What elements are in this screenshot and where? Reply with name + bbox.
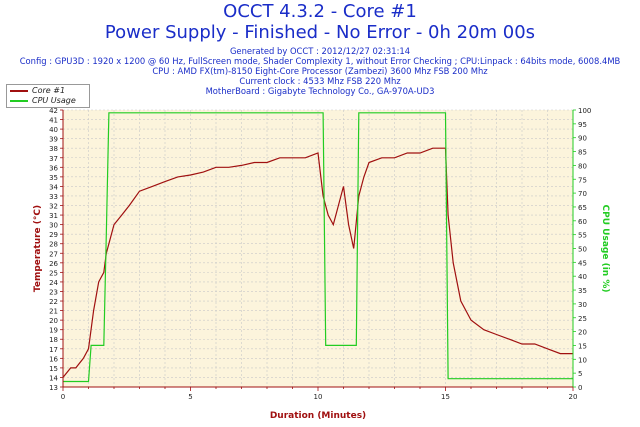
tick-label-left: 40 — [49, 126, 58, 134]
tick-label-right: 75 — [578, 176, 587, 184]
tick-label-left: 26 — [49, 260, 58, 268]
y-axis-label-left: Temperature (°C) — [33, 205, 43, 292]
tick-label-right: 0 — [578, 384, 582, 392]
tick-label-left: 29 — [49, 231, 58, 239]
tick-label-left: 27 — [49, 250, 58, 258]
tick-label-left: 17 — [49, 346, 58, 354]
series-line-core — [62, 147, 573, 378]
tick-label-right: 65 — [578, 204, 587, 212]
tick-label-bottom: 15 — [441, 393, 450, 401]
tick-label-left: 14 — [49, 374, 58, 382]
info-generated: Generated by OCCT : 2012/12/27 02:31:14 — [229, 46, 411, 56]
tick-label-left: 39 — [49, 136, 58, 144]
tick-label-right: 95 — [578, 121, 587, 129]
legend: Core #1 CPU Usage — [6, 84, 90, 108]
tick-label-left: 28 — [49, 241, 58, 249]
tick-label-right: 80 — [578, 162, 587, 170]
tick-label-right: 15 — [578, 342, 587, 350]
tick-label-right: 5 — [578, 370, 582, 378]
chart-subtitle: Power Supply - Finished - No Error - 0h … — [104, 22, 536, 43]
tick-label-right: 25 — [578, 315, 587, 323]
tick-label-left: 41 — [49, 117, 58, 125]
tick-label-left: 23 — [49, 288, 58, 296]
tick-label-right: 35 — [578, 287, 587, 295]
tick-label-left: 25 — [49, 269, 58, 277]
info-clock: Current clock : 4533 Mhz FSB 220 Mhz — [239, 76, 401, 86]
tick-label-left: 33 — [49, 193, 58, 201]
tick-label-left: 22 — [49, 298, 58, 306]
tick-label-left: 30 — [49, 222, 58, 230]
tick-label-right: 85 — [578, 149, 587, 157]
tick-label-left: 24 — [49, 279, 58, 287]
tick-label-left: 37 — [49, 155, 58, 163]
tick-label-left: 19 — [49, 327, 58, 335]
info-config: Config : GPU3D : 1920 x 1200 @ 60 Hz, Fu… — [19, 56, 621, 66]
legend-item-cpu: CPU Usage — [10, 96, 76, 106]
tick-label-right: 10 — [578, 356, 587, 364]
tick-label-bottom: 0 — [61, 393, 65, 401]
tick-label-left: 21 — [49, 308, 58, 316]
tick-label-left: 38 — [49, 145, 58, 153]
tick-label-right: 20 — [578, 329, 587, 337]
tick-label-left: 18 — [49, 336, 58, 344]
legend-label-cpu: CPU Usage — [32, 96, 76, 105]
series-line-cpu — [63, 112, 573, 383]
tick-label-right: 45 — [578, 259, 587, 267]
info-motherboard: MotherBoard : Gigabyte Technology Co., G… — [205, 86, 435, 96]
tick-label-left: 13 — [49, 384, 58, 392]
legend-label-core: Core #1 — [32, 86, 66, 95]
tick-label-right: 55 — [578, 232, 587, 240]
legend-swatch-core — [10, 89, 28, 92]
tick-label-right: 50 — [578, 246, 587, 254]
tick-label-right: 60 — [578, 218, 587, 226]
tick-label-right: 90 — [578, 135, 587, 143]
tick-label-left: 36 — [49, 164, 58, 172]
legend-swatch-cpu — [10, 99, 28, 102]
x-axis-label: Duration (Minutes) — [270, 411, 366, 421]
tick-label-right: 30 — [578, 301, 587, 309]
tick-label-left: 20 — [49, 317, 58, 325]
tick-label-bottom: 20 — [569, 393, 578, 401]
tick-label-left: 16 — [49, 355, 58, 363]
tick-label-right: 70 — [578, 190, 587, 198]
legend-item-core: Core #1 — [10, 86, 65, 96]
tick-label-left: 34 — [49, 183, 58, 191]
tick-label-left: 35 — [49, 174, 58, 182]
tick-label-bottom: 10 — [314, 393, 323, 401]
info-cpu: CPU : AMD FX(tm)-8150 Eight-Core Process… — [152, 66, 488, 76]
tick-label-left: 15 — [49, 365, 58, 373]
tick-label-right: 40 — [578, 273, 587, 281]
chart-title: OCCT 4.3.2 - Core #1 — [223, 1, 417, 22]
tick-label-left: 42 — [49, 107, 58, 115]
y-axis-label-right: CPU Usage (in %) — [600, 205, 610, 293]
tick-label-bottom: 5 — [188, 393, 192, 401]
tick-label-left: 31 — [49, 212, 58, 220]
tick-label-left: 32 — [49, 203, 58, 211]
tick-label-right: 100 — [578, 107, 591, 115]
